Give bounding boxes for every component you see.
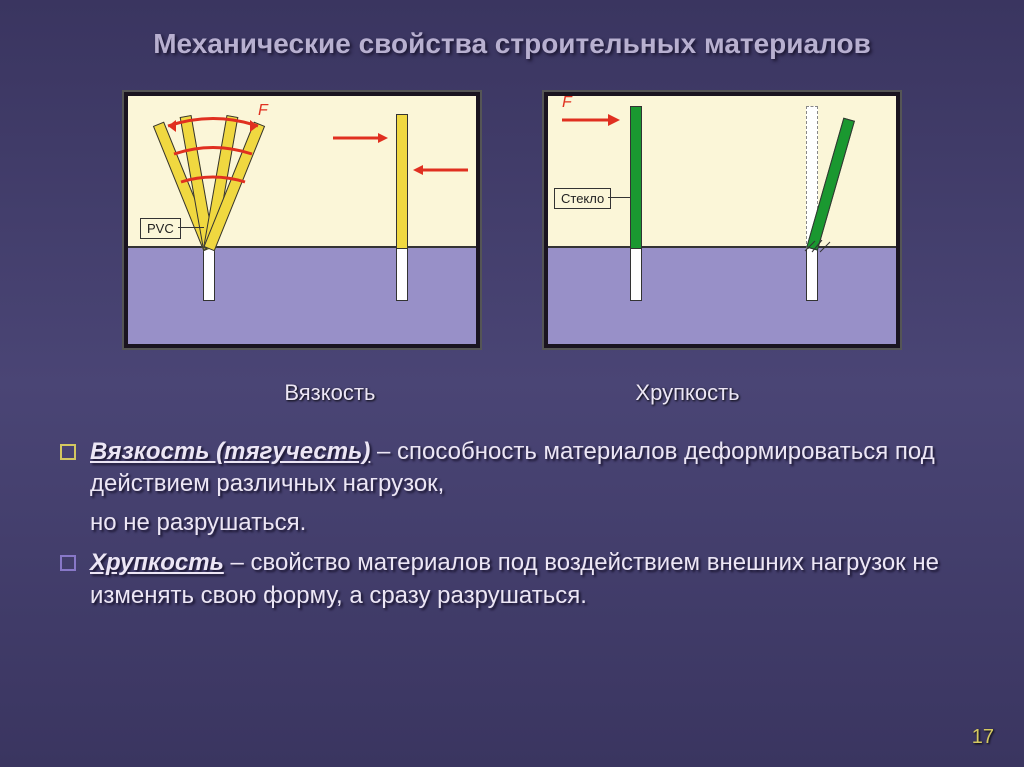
crack-marks: [800, 236, 840, 256]
figure-content-right: F Стекло: [548, 96, 896, 344]
figure-viscosity: F PVC: [122, 90, 482, 350]
glass-bar: [630, 106, 642, 249]
term-viscosity: Вязкость (тягучесть): [90, 438, 370, 465]
page-number: 17: [972, 726, 994, 749]
bullet-square-icon: [60, 555, 76, 571]
caption-viscosity: Вязкость: [284, 380, 375, 406]
bullet-text: Хрупкость – свойство материалов под возд…: [90, 547, 974, 612]
force-arrow-glass: [560, 110, 626, 130]
motion-arcs: [148, 106, 278, 226]
label-lead: [178, 227, 204, 228]
bullet-list: Вязкость (тягучесть) – способность матер…: [60, 436, 974, 612]
term-brittleness: Хрупкость: [90, 549, 224, 576]
bullet-text: Вязкость (тягучесть) – способность матер…: [90, 436, 974, 501]
bar-stub-r: [396, 246, 408, 301]
bar-stub: [203, 246, 215, 301]
slide-title: Механические свойства строительных матер…: [0, 0, 1024, 80]
force-arrows: [328, 126, 473, 196]
bullet-item: Вязкость (тягучесть) – способность матер…: [60, 436, 974, 501]
bullet-item: Хрупкость – свойство материалов под возд…: [60, 547, 974, 612]
force-label-right: F: [562, 94, 572, 112]
glass-stub: [630, 246, 642, 301]
material-label-pvc: PVC: [140, 218, 181, 239]
material-label-glass: Стекло: [554, 188, 611, 209]
bullet-continuation: но не разрушаться.: [90, 507, 974, 539]
force-label-left: F: [258, 102, 268, 120]
figure-brittleness: F Стекло: [542, 90, 902, 350]
figure-row: F PVC F Стекл: [0, 90, 1024, 350]
bullet-square-icon: [60, 444, 76, 460]
figure-content-left: F PVC: [128, 96, 476, 344]
captions-row: Вязкость Хрупкость: [0, 380, 1024, 406]
label-lead-glass: [608, 197, 630, 198]
caption-brittleness: Хрупкость: [635, 380, 739, 406]
